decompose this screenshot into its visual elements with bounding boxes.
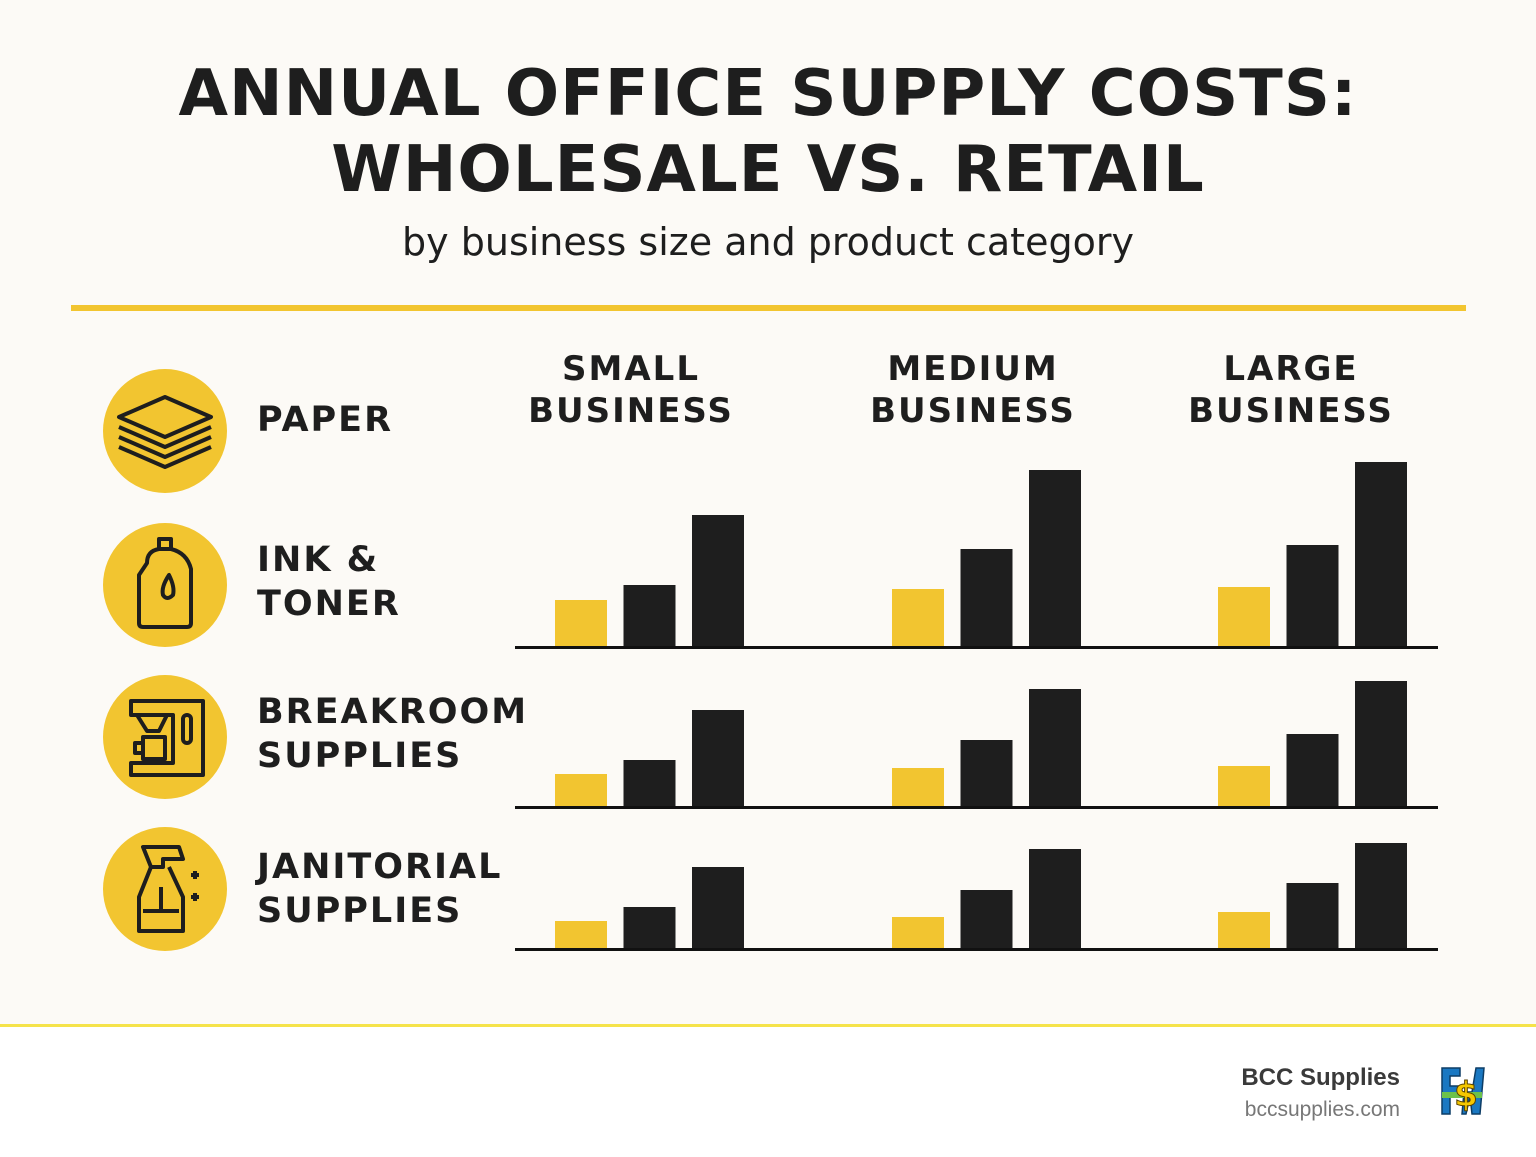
bar-row1-medium-2 xyxy=(960,549,1013,647)
paper-stack-icon xyxy=(103,369,227,493)
bar-row2-medium-2 xyxy=(960,740,1013,807)
bar-row1-large-1 xyxy=(1218,587,1270,647)
bar-row2-medium-3 xyxy=(1029,689,1081,807)
bar-row3-large-1 xyxy=(1218,912,1270,949)
column-header-large: LARGE BUSINESS xyxy=(1188,349,1394,431)
bar-row2-small-2 xyxy=(623,760,676,807)
bar-row1-large-3 xyxy=(1355,462,1407,647)
bar-row2-small-3 xyxy=(692,710,744,807)
bar-row2-small-1 xyxy=(555,774,607,807)
column-header-small: SMALL BUSINESS xyxy=(528,349,734,431)
brand-logo-icon: $ xyxy=(1441,1067,1485,1116)
bar-row3-medium-3 xyxy=(1029,849,1081,949)
bar-row3-small-3 xyxy=(692,867,744,949)
bar-row1-medium-3 xyxy=(1029,470,1081,647)
bar-row1-large-2 xyxy=(1286,545,1339,647)
bar-row3-large-3 xyxy=(1355,843,1407,949)
bar-row1-small-1 xyxy=(555,600,607,647)
bar-row3-small-1 xyxy=(555,921,607,949)
bar-row3-large-2 xyxy=(1286,883,1339,949)
svg-text:$: $ xyxy=(1454,1075,1478,1115)
bar-row2-large-3 xyxy=(1355,681,1407,807)
row-label-janitorial: JANITORIAL SUPPLIES xyxy=(257,847,503,931)
bar-row2-large-2 xyxy=(1286,734,1339,807)
title-line-1: ANNUAL OFFICE SUPPLY COSTS: xyxy=(178,57,1358,131)
bar-row2-large-1 xyxy=(1218,766,1270,807)
baseline-row-3 xyxy=(515,948,1438,951)
bar-row3-small-2 xyxy=(623,907,676,949)
brand-url[interactable]: bccsupplies.com xyxy=(1244,1098,1400,1121)
row-label-paper: PAPER xyxy=(257,400,394,440)
brand-block: BCC Supplies bccsupplies.com xyxy=(1241,1064,1400,1122)
spray-bottle-icon xyxy=(103,827,227,951)
row-label-breakroom: BREAKROOM SUPPLIES xyxy=(257,692,529,776)
brand-name: BCC Supplies xyxy=(1241,1064,1400,1091)
bar-row1-small-2 xyxy=(623,585,676,647)
bar-row1-small-3 xyxy=(692,515,744,647)
ink-bottle-icon xyxy=(103,523,227,647)
baseline-row-2 xyxy=(515,806,1438,809)
baseline-row-1 xyxy=(515,646,1438,649)
bar-row1-medium-1 xyxy=(892,589,944,647)
footer xyxy=(0,1024,1536,1157)
bar-row3-medium-1 xyxy=(892,917,944,949)
coffee-machine-icon xyxy=(103,675,227,799)
row-label-ink-toner: INK & TONER xyxy=(257,540,401,624)
bar-row3-medium-2 xyxy=(960,890,1013,949)
title-divider xyxy=(71,305,1466,311)
column-header-medium: MEDIUM BUSINESS xyxy=(870,349,1076,431)
title-line-2: WHOLESALE VS. RETAIL xyxy=(331,133,1205,207)
bar-row2-medium-1 xyxy=(892,768,944,807)
subtitle: by business size and product category xyxy=(402,220,1134,264)
